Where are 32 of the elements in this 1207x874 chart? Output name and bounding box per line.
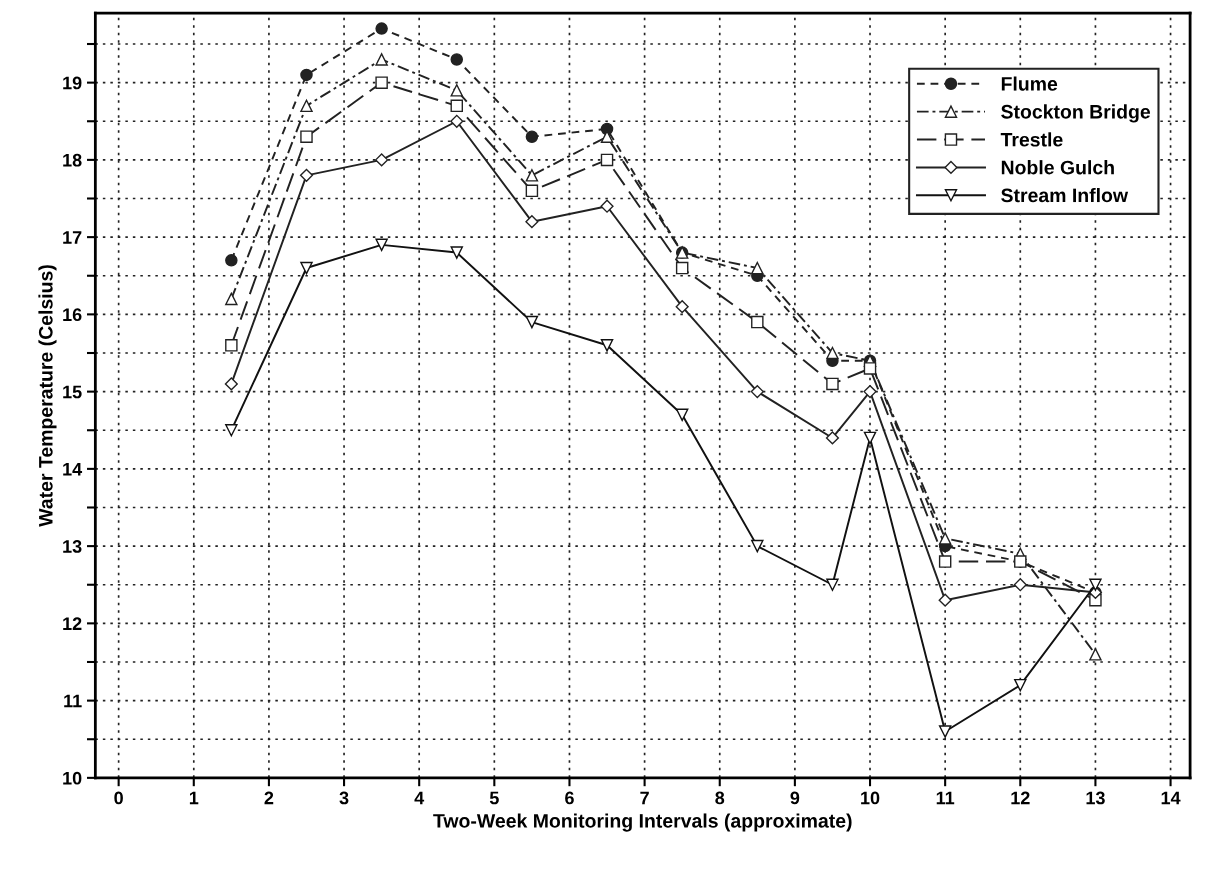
y-tick-label: 14 — [63, 462, 83, 476]
x-tick-label: 7 — [640, 791, 649, 805]
legend-label: Stockton Bridge — [1001, 104, 1151, 123]
legend-label: Flume — [1001, 76, 1058, 91]
x-tick-label: 10 — [861, 791, 880, 805]
y-tick-label: 15 — [63, 385, 82, 399]
x-tick-label: 4 — [414, 791, 425, 805]
x-axis-title: Two-Week Monitoring Intervals (approximate) — [433, 813, 852, 832]
y-tick-label: 19 — [63, 76, 82, 90]
y-axis-title: Water Temperature (Celsius) — [38, 265, 57, 527]
x-tick-label: 14 — [1161, 791, 1181, 805]
y-tick-label: 16 — [63, 308, 82, 322]
x-tick-label: 9 — [790, 791, 800, 805]
y-tick-label: 18 — [63, 153, 82, 167]
y-tick-label: 12 — [63, 617, 82, 630]
x-tick-label: 0 — [114, 791, 123, 805]
x-tick-label: 12 — [1011, 791, 1030, 805]
y-tick-label: 13 — [63, 540, 82, 553]
legend-label: Stream Inflow — [1001, 187, 1129, 203]
legend-label: Trestle — [1000, 132, 1063, 147]
x-tick-label: 5 — [489, 791, 499, 805]
x-tick-label: 13 — [1086, 791, 1105, 805]
y-tick-label: 11 — [64, 694, 82, 708]
y-tick-label: 17 — [63, 231, 82, 244]
y-tick-label: 10 — [63, 771, 82, 785]
x-tick-label: 1 — [189, 791, 199, 805]
legend-label: Noble Gulch — [1001, 160, 1114, 175]
x-tick-label: 3 — [339, 791, 349, 805]
x-tick-label: 6 — [565, 791, 574, 805]
x-tick-label: 2 — [264, 791, 274, 805]
x-tick-label: 8 — [715, 791, 725, 805]
x-tick-label: 11 — [936, 791, 955, 805]
